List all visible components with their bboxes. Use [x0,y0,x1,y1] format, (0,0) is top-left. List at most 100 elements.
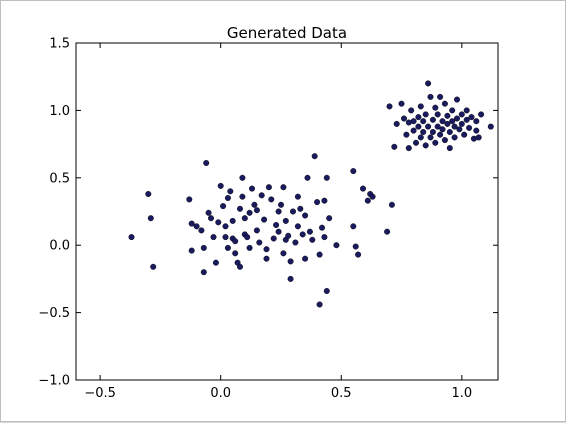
scatter-point [304,174,311,181]
scatter-point [263,246,270,253]
scatter-point [456,126,463,133]
scatter-point [384,228,391,235]
scatter-point [355,251,362,258]
scatter-point [405,145,412,152]
scatter-point [417,134,424,141]
scatter-point [360,185,367,192]
scatter-point [364,197,371,204]
scatter-point [294,193,301,200]
scatter-point [263,255,270,262]
scatter-point [200,244,207,251]
scatter-point [258,192,265,199]
scatter-point [222,234,229,241]
scatter-point [193,223,200,230]
y-ticks: −1.0 −0.5 0.0 0.5 1.0 1.5 [38,37,498,389]
scatter-point [261,216,268,223]
scatter-point [232,238,239,245]
points-layer [128,80,494,308]
scatter-point [203,159,210,166]
scatter-point [415,123,422,130]
scatter-point [420,128,427,135]
y-tick-label: 0.5 [49,171,70,186]
scatter-point [253,207,260,214]
scatter-point [463,116,470,123]
scatter-point [434,123,441,130]
scatter-point [451,123,458,130]
chart-title: Generated Data [227,24,347,42]
scatter-point [297,205,304,212]
scatter-point [391,143,398,150]
scatter-point [282,217,289,224]
x-tick-label: 1.0 [451,386,472,401]
scatter-point [432,139,439,146]
scatter-point [241,215,248,222]
y-tick-label: 0.0 [49,239,70,254]
scatter-point [236,263,243,270]
scatter-point [207,215,214,222]
scatter-point [478,111,485,118]
scatter-point [420,118,427,125]
scatter-point [323,174,330,181]
scatter-point [333,242,340,249]
scatter-point [350,223,357,230]
scatter-point [458,120,465,127]
x-tick-label: 0.0 [210,386,231,401]
scatter-point [145,190,152,197]
scatter-point [128,234,135,241]
scatter-point [326,215,333,222]
scatter-point [427,93,434,100]
scatter-point [280,250,287,257]
scatter-point [446,145,453,152]
scatter-point [487,123,494,130]
scatter-point [466,124,473,131]
scatter-point [441,137,448,144]
scatter-point [147,215,154,222]
scatter-point [449,107,456,114]
scatter-point [441,100,448,107]
scatter-point [239,174,246,181]
scatter-point [273,221,280,228]
scatter-point [410,127,417,134]
scatter-point [236,205,243,212]
scatter-point [210,234,217,241]
scatter-point [403,131,410,138]
scatter-point [311,153,318,160]
y-tick-label: 1.0 [49,104,70,119]
scatter-point [205,209,212,216]
scatter-point [413,139,420,146]
scatter-point [294,223,301,230]
scatter-point [248,185,255,192]
scatter-point [458,111,465,118]
x-tick-label: −0.5 [84,386,116,401]
scatter-point [437,131,444,138]
scatter-point [444,120,451,127]
scatter-point [239,193,246,200]
scatter-point [446,128,453,135]
scatter-point [432,104,439,111]
scatter-point [468,114,475,121]
scatter-point [429,128,436,135]
scatter-point [287,275,294,282]
scatter-point [408,107,415,114]
scatter-point [454,115,461,122]
scatter-point [437,93,444,100]
scatter-point [287,258,294,265]
scatter-point [429,116,436,123]
scatter-point [198,227,205,234]
scatter-point [280,184,287,191]
scatter-point [427,134,434,141]
scatter-point [285,232,292,239]
scatter-point [224,194,231,201]
scatter-point [461,131,468,138]
scatter-point [253,227,260,234]
scatter-point [222,223,229,230]
scatter-point [299,231,306,238]
scatter-point [425,123,432,130]
scatter-point [316,301,323,308]
scatter-point [425,80,432,87]
scatter-point [217,182,224,189]
scatter-point [417,103,424,110]
scatter-point [388,201,395,208]
scatter-point [220,203,227,210]
